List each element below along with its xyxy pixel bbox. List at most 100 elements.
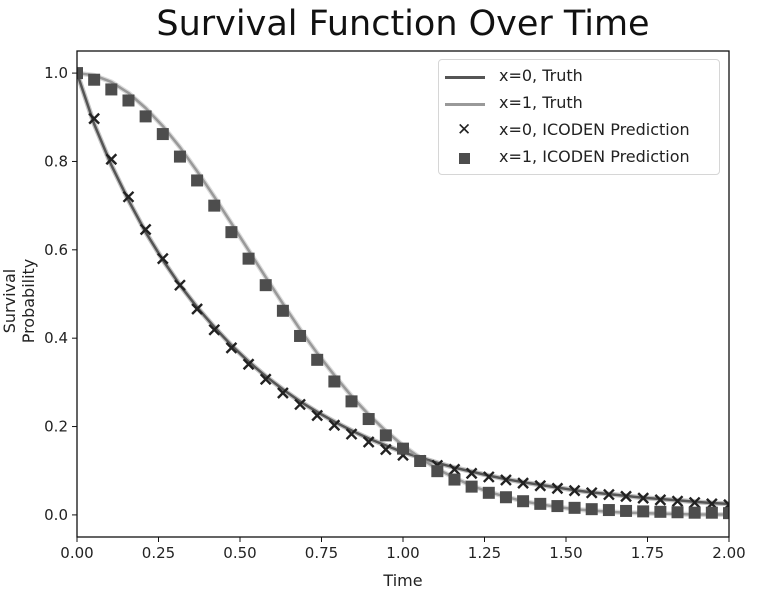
x-marker xyxy=(294,398,306,411)
square-marker xyxy=(671,506,684,519)
x-marker xyxy=(139,223,152,236)
square-marker xyxy=(482,486,495,499)
legend-label: x=1, Truth xyxy=(499,93,583,112)
square-marker xyxy=(465,480,478,493)
square-marker xyxy=(173,150,186,163)
square-marker xyxy=(517,495,530,508)
square-marker xyxy=(225,226,238,239)
square-marker xyxy=(242,252,255,265)
square-marker xyxy=(345,395,358,408)
square-marker xyxy=(705,506,718,519)
x-tick-label: 0.25 xyxy=(142,544,175,562)
x-tick-label: 0.00 xyxy=(60,544,93,562)
x-marker xyxy=(242,358,255,371)
x-marker xyxy=(345,428,358,440)
x-tick-label: 2.00 xyxy=(712,544,745,562)
square-marker xyxy=(431,465,444,478)
square-marker xyxy=(379,429,392,442)
line-swatch-icon xyxy=(445,103,485,106)
square-marker xyxy=(534,497,547,510)
ticks-layer: 0.00 0.25 0.50 0.75 1.00 1.25 1.50 1.75 2.00 0.0 0… xyxy=(44,64,746,562)
square-marker xyxy=(551,500,564,513)
x-marker-icon: ✕ xyxy=(457,120,472,140)
square-marker xyxy=(105,83,118,96)
y-tick-label: 0.0 xyxy=(44,506,68,524)
square-marker xyxy=(259,279,272,292)
x-marker xyxy=(568,484,581,497)
y-tick-label: 0.4 xyxy=(44,329,68,347)
x-marker xyxy=(156,252,169,265)
y-tick-label: 0.2 xyxy=(44,418,68,436)
square-marker xyxy=(208,199,221,212)
chart-title: Survival Function Over Time xyxy=(156,4,650,44)
x-marker xyxy=(311,409,324,422)
y-tick-label: 1.0 xyxy=(44,64,68,82)
legend-item-x1-truth: x=1, Truth xyxy=(439,91,719,117)
x-marker xyxy=(465,467,478,480)
square-marker xyxy=(654,505,667,518)
x-axis-label: Time xyxy=(383,571,423,590)
line-swatch-icon xyxy=(445,76,485,79)
x-tick-label: 1.00 xyxy=(386,544,419,562)
x-marker xyxy=(259,373,272,386)
x-tick-label: 1.25 xyxy=(468,544,501,562)
x-marker xyxy=(603,488,615,501)
legend-label: x=0, ICODEN Prediction xyxy=(499,120,690,139)
square-marker xyxy=(448,473,461,486)
y-tick-label: 0.8 xyxy=(44,152,68,170)
legend-label: x=1, ICODEN Prediction xyxy=(499,147,690,166)
square-marker xyxy=(397,442,409,455)
square-marker xyxy=(637,505,650,518)
y-tick-label: 0.6 xyxy=(44,241,68,259)
x-marker xyxy=(105,153,118,166)
x-marker xyxy=(500,474,512,486)
legend: x=0, Truth x=1, Truth ✕ x=0, ICODEN Pred… xyxy=(438,59,720,175)
square-marker xyxy=(311,353,324,366)
x-tick-label: 0.50 xyxy=(223,544,256,562)
square-marker xyxy=(620,504,633,517)
square-marker xyxy=(328,375,341,388)
series-layer xyxy=(77,67,729,520)
x-marker xyxy=(88,112,100,125)
x-marker xyxy=(448,463,461,476)
legend-item-x0-truth: x=0, Truth xyxy=(439,64,719,90)
square-marker xyxy=(688,506,701,519)
square-marker xyxy=(88,73,101,86)
square-marker xyxy=(122,94,135,107)
square-marker xyxy=(414,455,427,468)
x-marker xyxy=(328,419,341,432)
square-marker xyxy=(362,413,375,426)
square-marker xyxy=(276,304,289,317)
square-marker xyxy=(139,110,152,123)
square-marker xyxy=(77,67,83,80)
square-marker xyxy=(499,491,512,504)
x-marker xyxy=(637,492,650,504)
square-marker-icon xyxy=(459,153,470,164)
x-marker xyxy=(277,387,289,399)
x-marker xyxy=(585,486,598,499)
x-marker xyxy=(191,303,203,315)
square-marker xyxy=(568,501,581,514)
x-marker xyxy=(551,482,564,495)
x-marker xyxy=(122,190,135,203)
legend-label: x=0, Truth xyxy=(499,66,583,85)
x-marker xyxy=(688,496,701,509)
x-marker xyxy=(654,494,667,506)
x-marker xyxy=(671,495,684,508)
x-marker xyxy=(380,443,392,456)
legend-item-x0-prediction: ✕ x=0, ICODEN Prediction xyxy=(439,118,719,144)
legend-item-x1-prediction: x=1, ICODEN Prediction xyxy=(439,145,719,171)
square-marker xyxy=(191,174,204,187)
x-marker xyxy=(517,477,529,489)
x-tick-label: 1.50 xyxy=(549,544,582,562)
x-marker xyxy=(174,279,186,292)
square-marker xyxy=(156,128,169,141)
x-tick-label: 1.75 xyxy=(631,544,664,562)
x-marker xyxy=(482,471,495,483)
x-marker xyxy=(225,342,238,354)
x-marker xyxy=(208,323,221,336)
x-marker xyxy=(620,490,632,503)
square-marker xyxy=(723,507,729,520)
x-marker xyxy=(534,479,547,492)
